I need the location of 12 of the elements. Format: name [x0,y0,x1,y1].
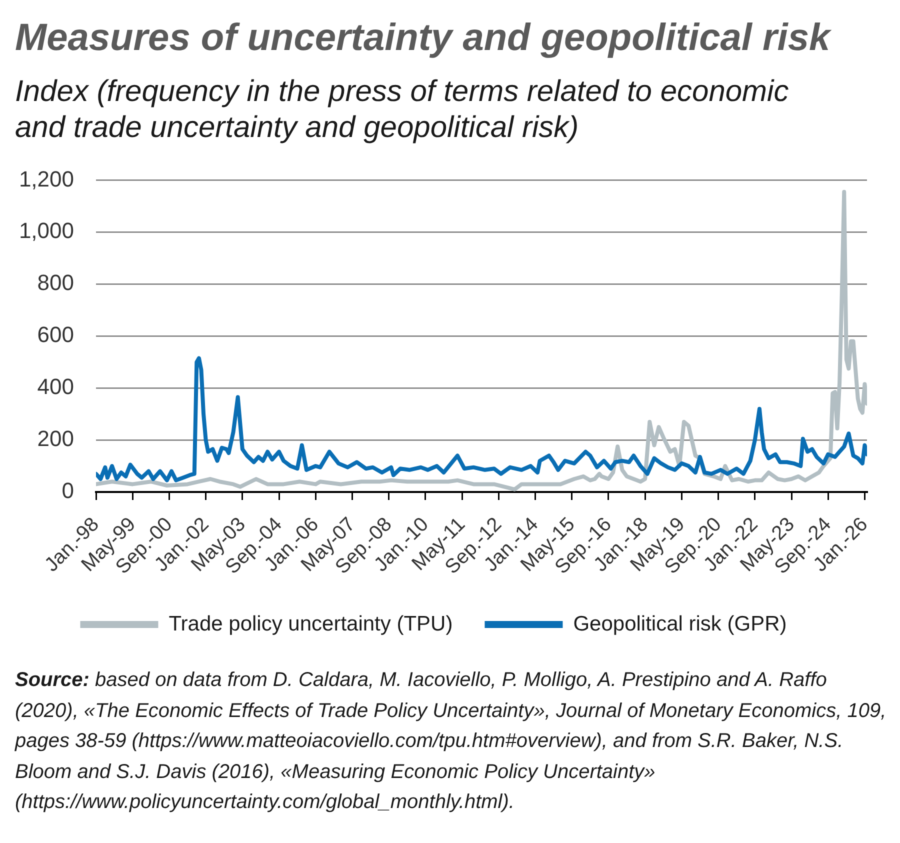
source-note: Source: based on data from D. Caldara, M. Iacoviello, P. Molligo, A. Prestipino and A. Raffo (2020), «The Economic Effects of Trade Policy Uncertainty», Journal of Monetary Economics, 109, pages 38-59 (https://www.matteoiacoviello.com/tpu.htm#overview), and from S.R. Baker, N.S. Bloom and S.J. Davis (2016), «Measuring Economic Policy Uncertainty» (https://www.policyuncertainty.com/global_monthly.html). [15,669,886,813]
y-tick-label: 800 [37,270,74,296]
y-tick-label: 600 [37,322,74,348]
chart-subtitle: Index (frequency in the press of terms related to economic and trade uncertainty and geopolitical risk) [15,74,790,146]
y-tick-label: 400 [37,374,74,400]
y-tick-label: 0 [62,478,74,504]
legend-label: Trade policy uncertainty (TPU) [168,612,453,636]
y-tick-label: 1,000 [18,218,74,244]
y-tick-label: 200 [37,426,74,452]
y-tick-label: 1,200 [18,166,74,192]
legend-label: Geopolitical risk (GPR) [573,612,787,636]
chart-title: Measures of uncertainty and geopolitical risk [15,16,830,60]
